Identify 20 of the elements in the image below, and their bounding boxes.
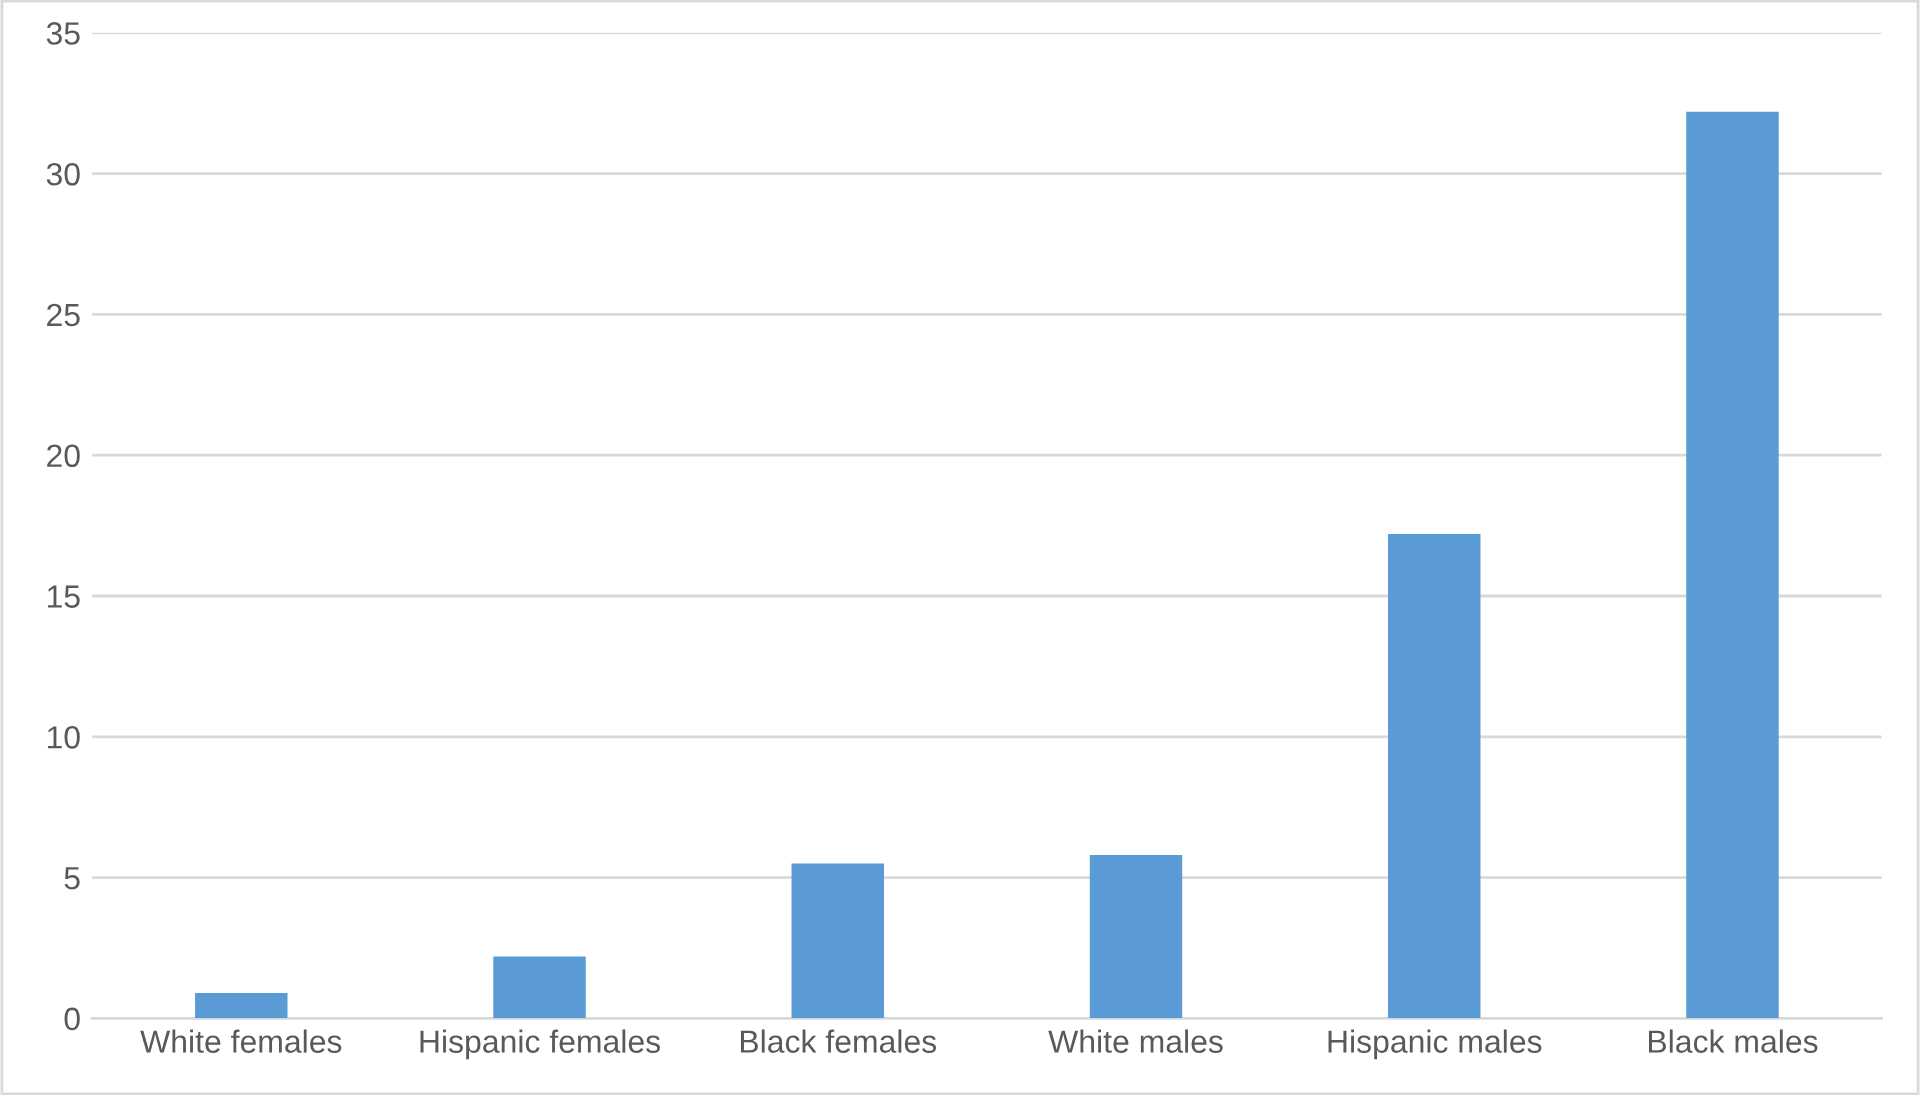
y-tick-label: 25 [47,303,80,327]
y-tick-label: 5 [64,867,80,890]
x-tick-label: White males [1048,1029,1223,1053]
bar [1686,111,1779,1019]
x-tick-label: Black females [740,1029,937,1053]
x-tick-label: White females [140,1029,342,1053]
x-tick-label: Hispanic females [420,1029,660,1060]
x-tick-label: Hispanic males [1328,1029,1542,1060]
y-tick-label: 0 [64,1007,80,1031]
y-tick-label: 35 [46,22,80,45]
bar [791,863,884,1019]
bar [1388,534,1481,1019]
bar [493,956,586,1019]
bar [1089,855,1183,1019]
bar [195,993,288,1019]
y-tick-label: 20 [47,444,80,468]
y-tick-label: 30 [46,162,80,186]
x-tick-label: Black males [1649,1029,1818,1053]
y-tick-label: 10 [47,726,80,749]
y-tick-label: 15 [47,585,80,608]
